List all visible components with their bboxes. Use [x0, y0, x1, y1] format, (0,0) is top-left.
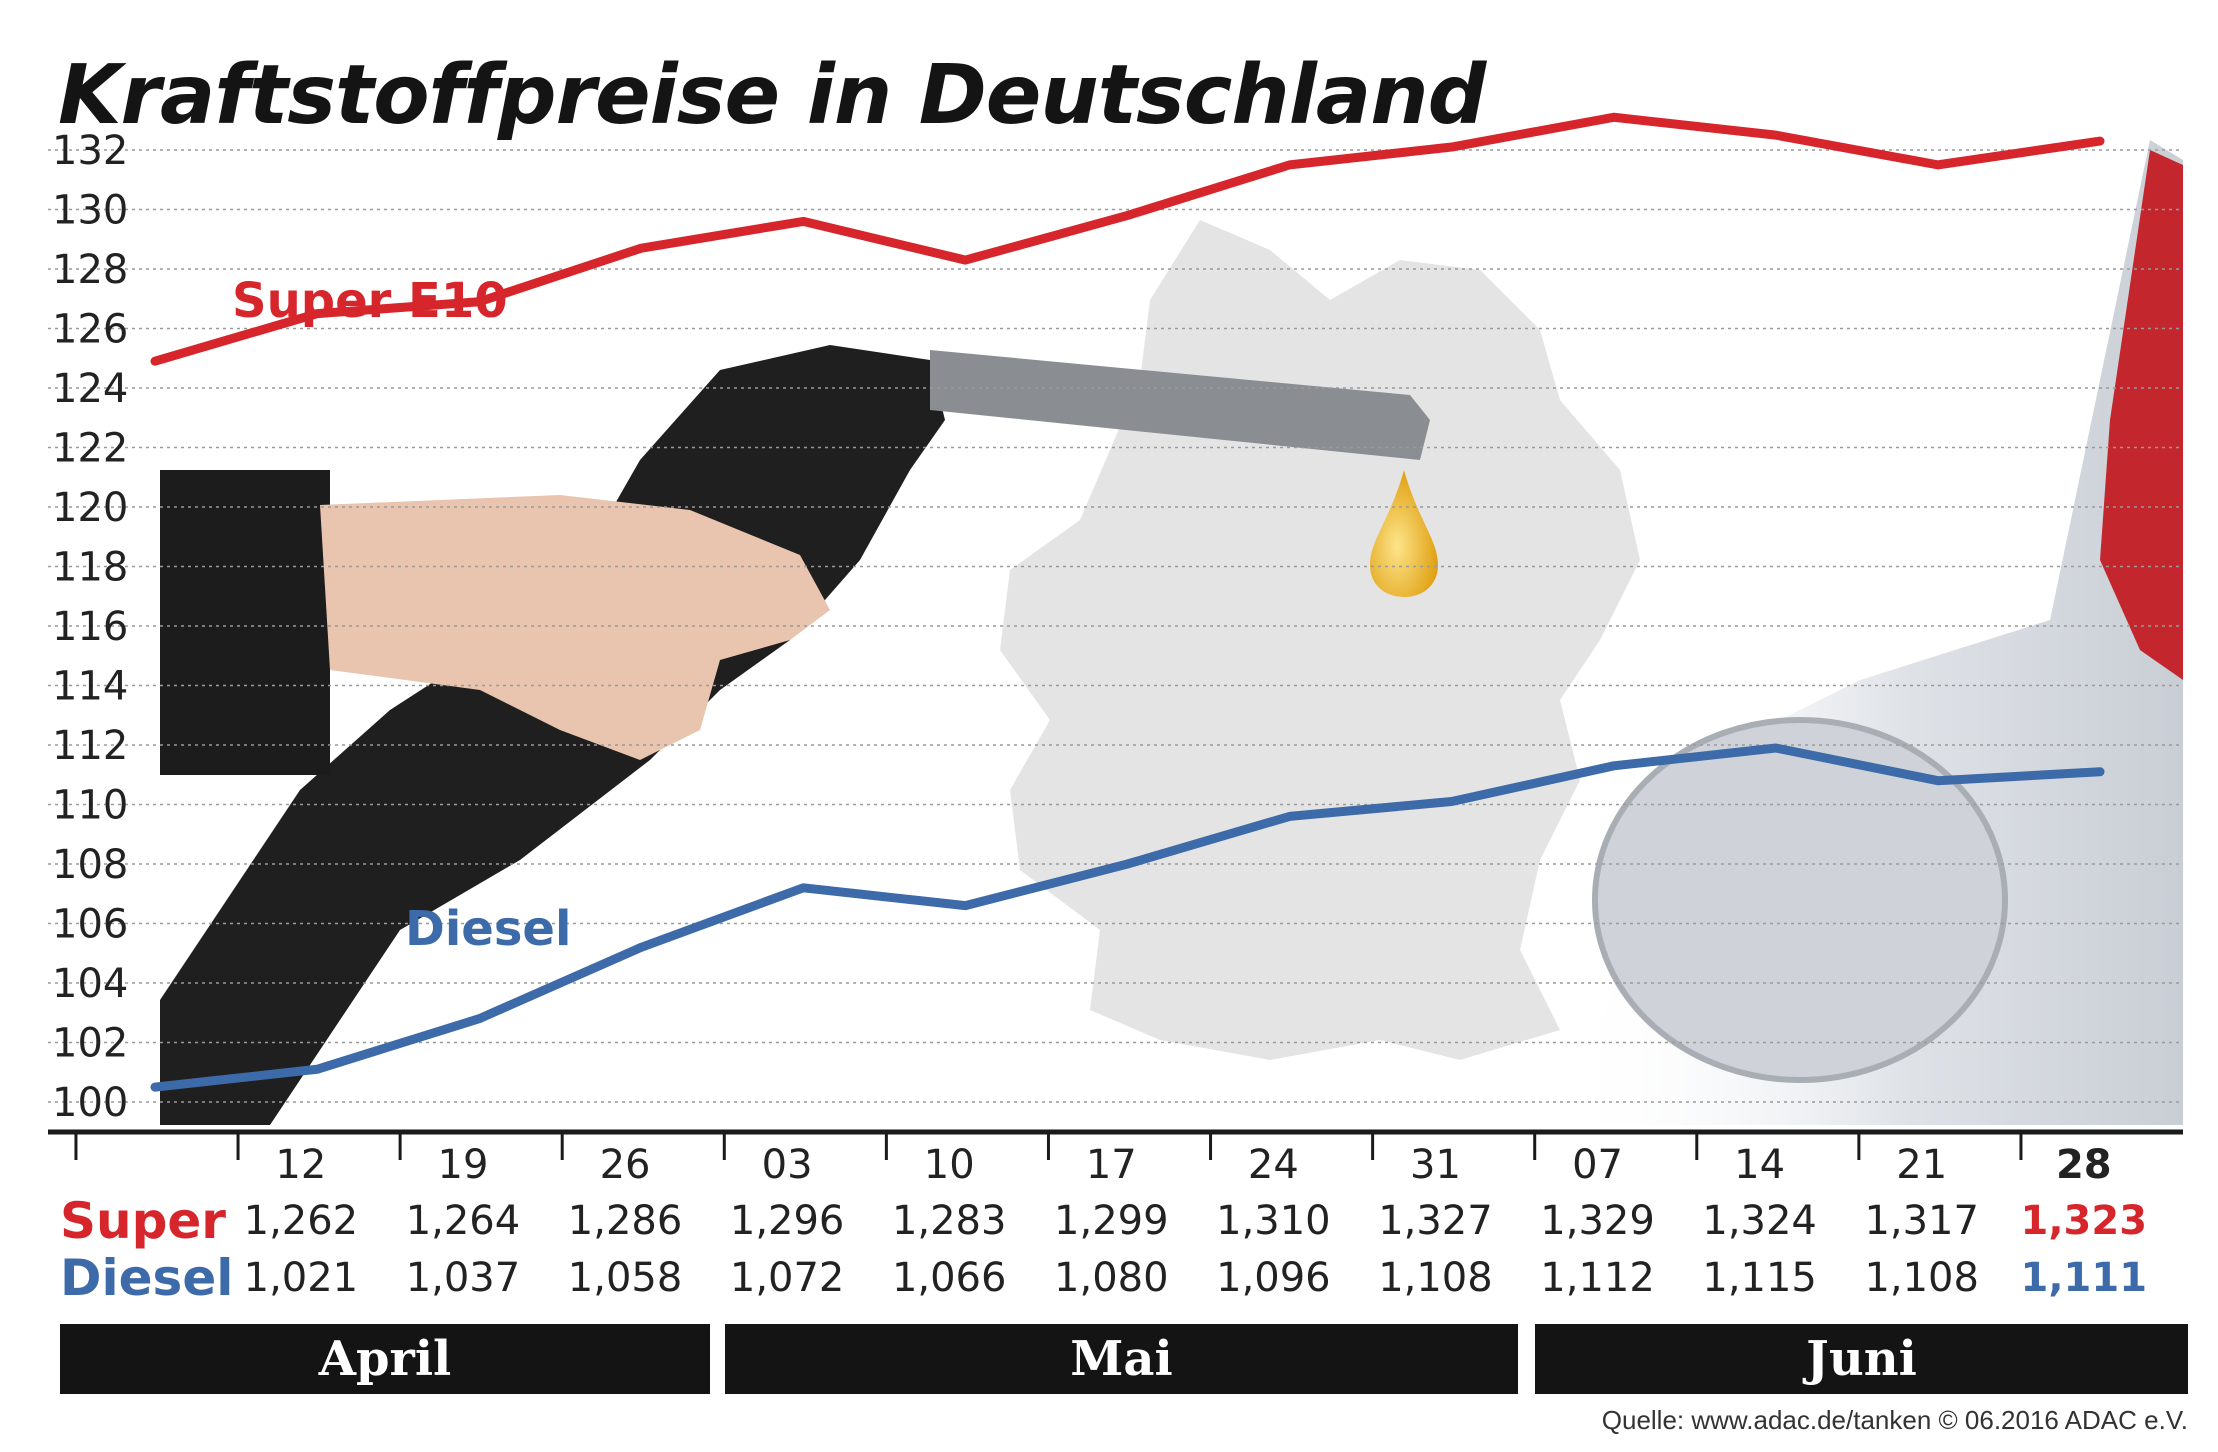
source-note: Quelle: www.adac.de/tanken © 06.2016 ADA…	[1601, 1405, 2188, 1435]
chart-title: Kraftstoffpreise in Deutschland	[58, 48, 1486, 143]
price-cell: 1,329	[1540, 1198, 1655, 1244]
y-tick-label: 124	[52, 366, 128, 412]
price-cell: 1,021	[243, 1255, 359, 1301]
hand-icon	[320, 495, 830, 760]
car-tail-light	[2100, 150, 2183, 680]
y-tick-label: 114	[52, 664, 128, 710]
y-tick-label: 122	[52, 426, 128, 472]
x-tick-label: 24	[1248, 1142, 1299, 1188]
y-tick-label: 126	[52, 307, 128, 353]
series-label-super: Super E10	[232, 273, 508, 329]
price-cell: 1,324	[1702, 1198, 1817, 1244]
y-tick-label: 100	[52, 1080, 128, 1126]
price-cell: 1,111	[2020, 1255, 2148, 1301]
x-tick-label: 12	[275, 1142, 326, 1188]
x-tick-label: 28	[2056, 1142, 2112, 1188]
x-tick-label: 10	[924, 1142, 975, 1188]
price-cell: 1,108	[1378, 1255, 1493, 1301]
price-cell: 1,115	[1702, 1255, 1817, 1301]
data-series	[150, 112, 2105, 1092]
price-cell: 1,037	[405, 1255, 521, 1301]
x-tick-label: 21	[1896, 1142, 1947, 1188]
price-cell: 1,296	[729, 1198, 845, 1244]
fuel-drop-icon	[1370, 470, 1438, 597]
price-cell: 1,066	[891, 1255, 1007, 1301]
y-tick-label: 118	[52, 545, 128, 591]
y-tick-label: 112	[52, 723, 128, 769]
price-cell: 1,108	[1864, 1255, 1979, 1301]
y-axis-ticks: 100 102 104 106 108 110 112 114 116 118 120 122 124 1…	[52, 128, 128, 1126]
y-tick-label: 102	[52, 1021, 128, 1067]
nozzle-spout-icon	[930, 350, 1430, 460]
sleeve-icon	[160, 470, 330, 775]
price-cell: 1,072	[729, 1255, 845, 1301]
y-tick-label: 120	[52, 485, 128, 531]
x-tick-label: 07	[1572, 1142, 1623, 1188]
x-tick-label: 19	[438, 1142, 489, 1188]
y-tick-label: 110	[52, 783, 128, 829]
germany-map-silhouette	[1000, 220, 1640, 1060]
y-tick-label: 104	[52, 961, 128, 1007]
price-cell: 1,264	[405, 1198, 521, 1244]
x-axis: 12 19 26 03 10 17 24 31 07 14 21 28	[48, 1129, 2183, 1188]
x-tick-label: 14	[1734, 1142, 1785, 1188]
x-tick-label: 31	[1410, 1142, 1461, 1188]
fuel-cap-icon	[1592, 717, 2008, 1083]
price-cell: 1,323	[2020, 1198, 2148, 1244]
y-tick-label: 106	[52, 902, 128, 948]
price-cell: 1,080	[1054, 1255, 1169, 1301]
x-tick-label: 03	[762, 1142, 813, 1188]
month-bar-april: April	[60, 1324, 710, 1394]
y-tick-label: 132	[52, 128, 128, 174]
month-bar-mai: Mai	[725, 1324, 1518, 1394]
price-cell: 1,299	[1054, 1198, 1169, 1244]
price-cell: 1,310	[1216, 1198, 1331, 1244]
y-tick-label: 116	[52, 604, 128, 650]
price-cell: 1,096	[1216, 1255, 1331, 1301]
month-bar-juni: Juni	[1535, 1324, 2188, 1394]
price-cell: 1,327	[1378, 1198, 1493, 1244]
price-cell: 1,283	[891, 1198, 1007, 1244]
y-tick-label: 128	[52, 247, 128, 293]
y-tick-label: 130	[52, 188, 128, 234]
x-tick-label: 26	[600, 1142, 651, 1188]
price-cell: 1,317	[1864, 1198, 1979, 1244]
row-label-super: Super	[60, 1192, 226, 1250]
series-label-diesel: Diesel	[405, 901, 571, 957]
grid-lines	[48, 149, 2183, 1103]
x-tick-label: 17	[1086, 1142, 1137, 1188]
price-cell: 1,286	[567, 1198, 683, 1244]
row-label-diesel: Diesel	[60, 1249, 234, 1307]
price-cell: 1,058	[567, 1255, 683, 1301]
price-cell: 1,112	[1540, 1255, 1655, 1301]
price-cell: 1,262	[243, 1198, 359, 1244]
y-tick-label: 108	[52, 842, 128, 888]
